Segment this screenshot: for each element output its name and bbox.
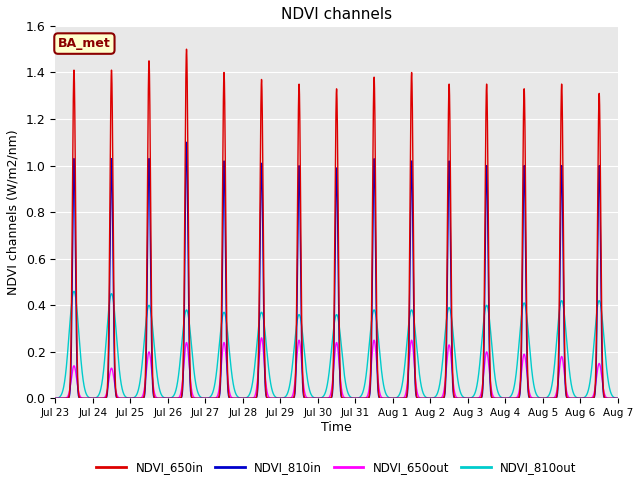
Text: BA_met: BA_met <box>58 37 111 50</box>
Title: NDVI channels: NDVI channels <box>281 7 392 22</box>
Y-axis label: NDVI channels (W/m2/nm): NDVI channels (W/m2/nm) <box>7 129 20 295</box>
Legend: NDVI_650in, NDVI_810in, NDVI_650out, NDVI_810out: NDVI_650in, NDVI_810in, NDVI_650out, NDV… <box>92 456 581 479</box>
X-axis label: Time: Time <box>321 421 352 434</box>
